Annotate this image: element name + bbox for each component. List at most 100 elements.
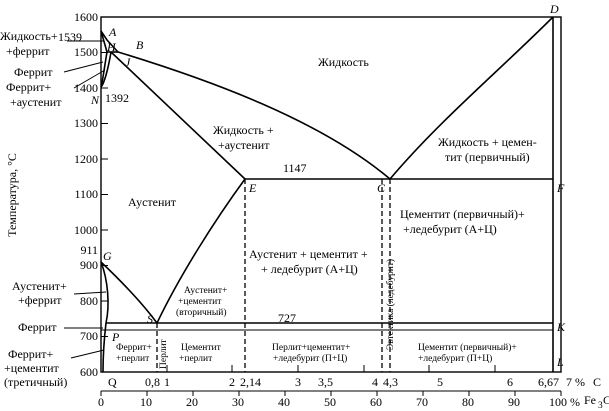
x-tick-5: 5 (437, 375, 443, 389)
point-A: A (108, 25, 117, 39)
x-tick-4: 4 (372, 375, 378, 389)
y-tick-labels: 1600 1500 1400 1300 1200 1100 1000 900 8… (74, 10, 98, 379)
pointer-ferrite-top (63, 61, 104, 73)
temp-727: 727 (278, 311, 296, 325)
region-pearl-cem-led-1: Перлит+цементит+ (272, 343, 350, 353)
x-tick-3: 3 (295, 375, 301, 389)
region-liquid-cementite-2: тит (первичный) (445, 150, 530, 164)
line-PQ (102, 322, 107, 373)
x2-tick-30: 30 (232, 395, 244, 409)
liquidus-AB (100, 30, 119, 53)
point-H: H (106, 40, 117, 54)
point-D: D (549, 2, 559, 16)
pointer-ferrite-austenite (73, 69, 106, 89)
x2-tick-20: 20 (186, 395, 198, 409)
liquidus-BC (117, 51, 391, 180)
cementite-tick-marks (100, 391, 562, 396)
x2-tick-50: 50 (324, 395, 336, 409)
temp-1392: 1392 (105, 91, 129, 105)
point-F: F (556, 181, 565, 195)
point-G: G (103, 249, 112, 263)
region-aus-cem-sec-3: (вторичный) (176, 307, 227, 318)
region-aus-cem-led-1: Аустенит + цементит + (249, 247, 368, 261)
x-tick-7: 7 % (566, 375, 585, 389)
x2-unit-c: C (603, 393, 609, 407)
line-GP (100, 261, 109, 324)
region-pearlite-vertical: Перлит (159, 338, 169, 369)
boundary-JN (100, 51, 112, 88)
side-ferrite-austenite-2: +аустенит (10, 95, 62, 109)
region-liquid-austenite-2: +аустенит (218, 138, 270, 152)
region-aus-cem-sec-2: +цементит (178, 297, 222, 307)
y-tick-1100: 1100 (74, 187, 98, 201)
region-cem-pearlite-2: +перлит (179, 354, 213, 364)
side-ferrite-top: Феррит (14, 65, 53, 79)
pointer-austenite-ferrite (73, 291, 107, 295)
x2-tick-80: 80 (462, 395, 474, 409)
point-S: S (147, 312, 153, 326)
side-austenite-ferrite-1: Аустенит+ (12, 279, 67, 293)
y-axis-title: Температура, °С (5, 153, 19, 237)
liquidus-CD (389, 16, 554, 180)
x-tick-0.8: 0,8 (145, 375, 160, 389)
x-tick-2: 2 (229, 375, 235, 389)
side-ferrite-cem-tert-1: Феррит+ (8, 347, 53, 361)
y-tick-1200: 1200 (74, 152, 98, 166)
y-tick-1300: 1300 (74, 116, 98, 130)
point-K: K (556, 320, 566, 334)
region-liquid-cementite-1: Жидкость + цемен- (438, 135, 537, 149)
line-GS (100, 261, 158, 324)
point-P: P (111, 330, 120, 344)
region-pearl-cem-led-2: +ледебурит (П+Ц) (273, 353, 347, 364)
y-tick-600: 600 (80, 365, 98, 379)
y-tick-900: 900 (80, 258, 98, 272)
point-J: J (125, 55, 131, 69)
x-tick-1: 1 (164, 375, 170, 389)
x2-tick-100: 100 % (549, 395, 580, 409)
point-B: B (136, 38, 144, 52)
pointer-ferrite-cem-tert (70, 349, 105, 359)
solidus-JE (110, 51, 246, 180)
x2-tick-10: 10 (140, 395, 152, 409)
y-tick-1500: 1500 (74, 45, 98, 59)
region-cem-led-low-1: Цементит (первичный)+ (418, 342, 517, 353)
region-aus-cem-led-2: + ледебурит (А+Ц) (261, 262, 358, 276)
temp-911: 911 (80, 243, 98, 257)
region-cem-pearlite-1: Цементит (181, 343, 222, 353)
y-tick-1600: 1600 (74, 10, 98, 24)
x-tick-Q: Q (108, 375, 117, 389)
point-N: N (90, 93, 100, 107)
x-axis-cementite: 0 10 20 30 40 50 60 70 80 90 100 % Fe 3 … (98, 393, 609, 411)
side-ferrite-cem-tert-2: +цементит (4, 361, 60, 375)
x2-tick-70: 70 (416, 395, 428, 409)
y-tick-700: 700 (80, 329, 98, 343)
region-aus-cem-sec-1: Аустенит+ (184, 286, 227, 296)
x2-tick-90: 90 (508, 395, 520, 409)
side-liquid-ferrite-2: +феррит (6, 44, 50, 58)
point-E: E (248, 181, 257, 195)
temp-1147: 1147 (283, 161, 307, 175)
region-liquid-austenite-1: Жидкость + (213, 123, 274, 137)
region-cem-led-2: +ледебурит (А+Ц) (403, 222, 497, 236)
side-ferrite-cem-tert-3: (третичный) (4, 375, 67, 389)
point-C: C (377, 181, 386, 195)
line-ES (156, 178, 246, 324)
region-fer-pearlite-1: Феррит+ (116, 343, 152, 353)
x-tick-6.67: 6,67 (538, 375, 559, 389)
region-liquid: Жидкость (318, 55, 369, 69)
x-unit-carbon: С (593, 375, 601, 389)
point-L: L (556, 355, 564, 369)
side-ferrite-austenite-1: Феррит+ (6, 80, 51, 94)
x-tick-4.3: 4,3 (383, 375, 398, 389)
x-tick-2.14: 2,14 (240, 375, 261, 389)
x2-tick-60: 60 (370, 395, 382, 409)
x2-unit-sub: 3 (598, 401, 603, 411)
x2-unit-fe: Fe (584, 393, 596, 407)
side-austenite-ferrite-2: +феррит (18, 293, 62, 307)
y-tick-800: 800 (80, 294, 98, 308)
region-cem-led-low-2: +ледебурит (П+Ц) (418, 353, 492, 364)
region-eutectic: Эвтектика (ледебурит) (385, 259, 396, 350)
side-liquid-ferrite-1: Жидкость+ (0, 29, 58, 43)
region-austenite: Аустенит (128, 195, 177, 209)
